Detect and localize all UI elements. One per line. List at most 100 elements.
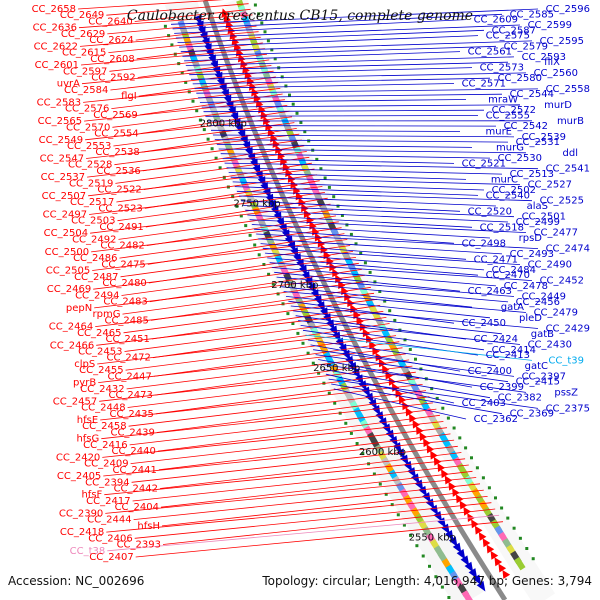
left-gene-label[interactable]: CC_2466 [50,340,94,351]
right-gene-label[interactable]: CC_2413 [486,350,530,361]
left-gene-label[interactable]: CC_2491 [99,222,143,233]
left-gene-label[interactable]: CC_2416 [83,440,127,451]
left-gene-label[interactable]: CC_2406 [88,533,132,544]
left-gene-label[interactable]: CC_2622 [34,41,78,52]
right-gene-label[interactable]: murG [496,142,524,153]
right-gene-label[interactable]: CC_2575 [486,31,530,42]
left-gene-label[interactable]: CC_2435 [109,409,153,420]
right-gene-label[interactable]: CC_2525 [540,196,584,207]
left-gene-label[interactable]: CC_2615 [62,48,106,59]
left-gene-label[interactable]: CC_2455 [79,365,123,376]
right-gene-label[interactable]: CC_2530 [498,153,542,164]
right-gene-label[interactable]: CC_2424 [474,334,518,345]
left-gene-label[interactable]: CC_2469 [47,284,91,295]
right-gene-label[interactable]: murE [485,127,512,138]
right-gene-label[interactable]: CC_2520 [468,206,512,217]
left-gene-label[interactable]: CC_2636 [33,23,77,34]
right-gene-label[interactable]: CC_2561 [468,47,512,58]
left-gene-label[interactable]: CC_2409 [84,459,128,470]
left-gene-label[interactable]: CC_2522 [97,185,141,196]
left-gene-label[interactable]: CC_2472 [106,353,150,364]
left-gene-label[interactable]: CC_2608 [90,54,134,65]
left-gene-label[interactable]: hfsE [77,415,98,426]
left-gene-label[interactable]: CC_2517 [70,197,114,208]
right-gene-label[interactable]: CC_2555 [486,111,530,122]
left-gene-label[interactable]: CC_2554 [94,129,138,140]
right-gene-label[interactable]: CC_2470 [486,270,530,281]
right-gene-label[interactable]: CC_2449 [522,292,566,303]
left-gene-label[interactable]: CC_2457 [53,396,97,407]
left-gene-label[interactable]: CC_2492 [72,234,116,245]
right-gene-label[interactable]: CC_t39 [548,355,584,366]
right-gene-label[interactable]: CC_2382 [498,393,542,404]
left-gene-label[interactable]: CC_2485 [104,315,148,326]
left-gene-label[interactable]: CC_2442 [114,484,158,495]
left-gene-label[interactable]: CC_2528 [68,160,112,171]
right-gene-label[interactable]: CC_2580 [498,73,542,84]
left-gene-label[interactable]: CC_2658 [32,4,76,15]
right-gene-label[interactable]: CC_2587 [492,25,536,36]
right-gene-label[interactable]: CC_2484 [492,265,536,276]
right-gene-label[interactable]: gatB [531,329,554,340]
left-gene-label[interactable]: CC_2494 [75,291,119,302]
left-gene-label[interactable]: CC_2482 [100,241,144,252]
left-gene-label[interactable]: hfsF [81,490,102,501]
right-gene-label[interactable]: CC_2502 [492,185,536,196]
right-gene-label[interactable]: CC_2573 [480,63,524,74]
left-gene-label[interactable]: CC_2592 [91,73,135,84]
left-gene-label[interactable]: CC_2570 [66,122,110,133]
right-gene-label[interactable]: mraW [488,95,518,106]
right-gene-label[interactable]: CC_2403 [462,398,506,409]
right-gene-label[interactable]: CC_2490 [528,260,572,271]
left-gene-label[interactable]: CC_2417 [86,496,130,507]
right-gene-label[interactable]: CC_2560 [534,68,578,79]
right-gene-label[interactable]: murC [491,174,518,185]
left-gene-label[interactable]: CC_2505 [46,266,90,277]
right-gene-label[interactable]: CC_2593 [522,52,566,63]
right-gene-label[interactable]: CC_2452 [540,276,584,287]
left-gene-label[interactable]: CC_2483 [103,297,147,308]
right-gene-label[interactable]: CC_2571 [462,79,506,90]
right-gene-label[interactable]: CC_2369 [510,409,554,420]
left-gene-label[interactable]: pepN [66,303,92,314]
left-gene-label[interactable]: hfsH [137,521,160,532]
left-gene-label[interactable]: CC_2629 [61,29,105,40]
right-gene-label[interactable]: CC_2513 [510,169,554,180]
right-gene-label[interactable]: CC_2400 [468,366,512,377]
right-gene-label[interactable]: CC_2474 [546,244,590,255]
left-gene-label[interactable]: CC_2439 [110,428,154,439]
right-gene-label[interactable]: CC_2558 [546,84,590,95]
right-gene-label[interactable]: CC_2572 [492,105,536,116]
left-gene-label[interactable]: CC_2418 [60,527,104,538]
right-gene-label[interactable]: CC_2542 [504,121,548,132]
left-gene-label[interactable]: CC_2453 [78,347,122,358]
left-gene-label[interactable]: CC_2507 [42,191,86,202]
right-gene-label[interactable]: CC_2501 [522,212,566,223]
left-gene-label[interactable]: CC_2565 [38,116,82,127]
right-gene-label[interactable]: CC_2478 [504,281,548,292]
left-gene-label[interactable]: CC_2487 [74,272,118,283]
left-gene-label[interactable]: CC_t38 [70,546,106,557]
left-gene-label[interactable]: CC_2405 [57,471,101,482]
left-gene-label[interactable]: CC_2519 [69,178,113,189]
right-gene-label[interactable]: CC_2399 [480,382,524,393]
left-gene-label[interactable]: CC_2390 [59,508,103,519]
left-gene-label[interactable]: CC_2486 [73,253,117,264]
left-gene-label[interactable]: CC_2473 [108,390,152,401]
left-gene-label[interactable]: CC_2601 [35,60,79,71]
left-gene-label[interactable]: CC_2432 [80,384,124,395]
left-gene-label[interactable]: CC_2538 [95,147,139,158]
left-gene-label[interactable]: clpS [74,359,95,370]
left-gene-label[interactable]: CC_2404 [115,502,159,513]
right-gene-label[interactable]: CC_2493 [510,249,554,260]
left-gene-label[interactable]: CC_2624 [89,35,133,46]
left-gene-label[interactable]: CC_2640 [88,17,132,28]
right-gene-label[interactable]: gatA [501,302,524,313]
right-gene-label[interactable]: CC_2479 [534,308,578,319]
left-gene-label[interactable]: hfsG [76,434,99,445]
left-gene-label[interactable]: CC_2549 [39,135,83,146]
right-gene-label[interactable]: pssZ [554,387,578,398]
right-gene-label[interactable]: CC_2599 [528,20,572,31]
left-gene-label[interactable]: CC_2547 [40,154,84,165]
left-gene-label[interactable]: CC_2536 [96,166,140,177]
